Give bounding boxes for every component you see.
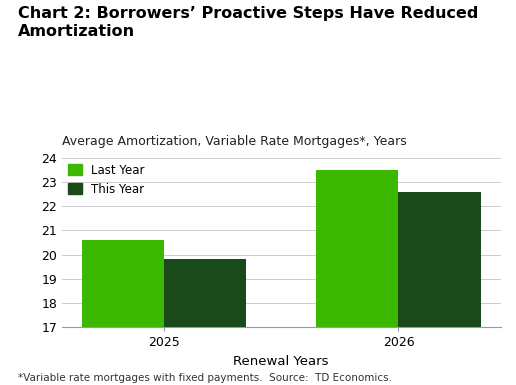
Bar	[316, 170, 398, 327]
X-axis label: Renewal Years: Renewal Years	[233, 355, 329, 368]
Text: *Variable rate mortgages with fixed payments.  Source:  TD Economics.: *Variable rate mortgages with fixed paym…	[18, 373, 392, 383]
Bar	[82, 240, 164, 327]
Legend: Last Year, This Year: Last Year, This Year	[68, 164, 145, 196]
Text: Chart 2: Borrowers’ Proactive Steps Have Reduced
Amortization: Chart 2: Borrowers’ Proactive Steps Have…	[18, 6, 478, 39]
Text: Average Amortization, Variable Rate Mortgages*, Years: Average Amortization, Variable Rate Mort…	[62, 135, 407, 148]
Bar	[164, 259, 246, 327]
Bar	[398, 192, 480, 327]
